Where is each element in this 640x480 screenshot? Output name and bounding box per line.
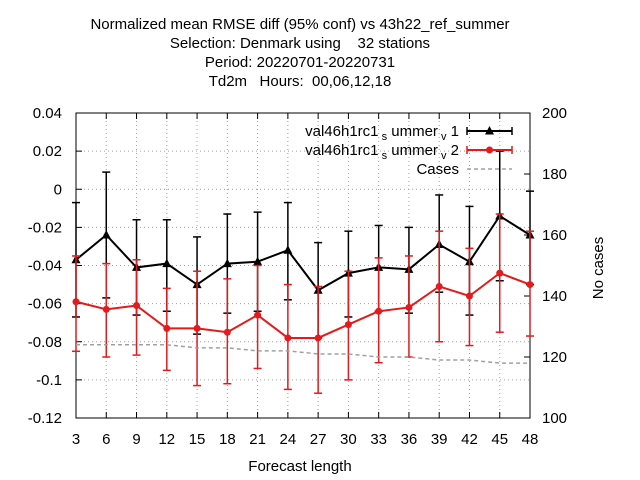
y-tick-label: 0 <box>54 181 62 198</box>
title-line-4: Td2m Hours: 00,06,12,18 <box>208 73 392 90</box>
y2-tick-label: 140 <box>542 288 567 305</box>
data-point <box>344 321 352 329</box>
y2-tick-label: 100 <box>542 410 567 427</box>
title-line-1: Normalized mean RMSE diff (95% conf) vs … <box>90 16 510 33</box>
data-point <box>283 245 293 254</box>
data-point <box>163 324 171 332</box>
data-point <box>375 307 383 315</box>
x-tick-label: 45 <box>491 431 508 448</box>
data-point <box>72 298 80 306</box>
x-tick-label: 12 <box>158 431 175 448</box>
data-point <box>133 302 141 310</box>
data-point <box>222 258 232 268</box>
legend-entry-1: val46h1rc1 s ummer v 1 <box>305 123 513 143</box>
series-line <box>75 214 531 292</box>
y2-tick-label: 180 <box>542 166 567 183</box>
data-point <box>223 328 231 336</box>
y-tick-label: -0.04 <box>28 258 62 275</box>
legend-marker <box>486 146 493 154</box>
x-tick-label: 39 <box>431 431 448 448</box>
legend-marker <box>485 126 494 135</box>
data-point <box>405 303 413 311</box>
x-tick-label: 3 <box>72 431 80 448</box>
data-point <box>284 334 292 342</box>
data-point <box>193 324 201 332</box>
data-point <box>526 281 534 289</box>
y-tick-label: -0.06 <box>28 296 62 313</box>
y2-tick-label: 200 <box>542 105 567 122</box>
data-point <box>101 230 111 239</box>
x-tick-label: 24 <box>280 431 297 448</box>
y-tick-label: 0.04 <box>33 105 62 122</box>
legend-label: val46h1rc1 s ummer v 1 <box>305 123 459 143</box>
x-tick-label: 9 <box>132 431 140 448</box>
series-2 <box>72 213 534 394</box>
x-tick-label: 6 <box>102 431 110 448</box>
x-tick-label: 18 <box>219 431 236 448</box>
data-point <box>253 256 263 266</box>
title-line-2: Selection: Denmark using 32 stations <box>169 35 431 52</box>
data-point <box>496 269 504 277</box>
legend-label: Cases <box>416 161 459 178</box>
x-tick-label: 15 <box>189 431 206 448</box>
legend-entry-2: val46h1rc1 s ummer v 2 <box>305 142 513 162</box>
x-tick-label: 33 <box>370 431 387 448</box>
x-axis-label: Forecast length <box>248 458 351 475</box>
series-layer <box>71 150 535 394</box>
y-tick-label: 0.02 <box>33 143 62 160</box>
cases-line <box>76 344 530 364</box>
legend-entry-3: Cases <box>416 161 512 178</box>
x-tick-label: 36 <box>401 431 418 448</box>
data-point <box>435 282 443 290</box>
legend-label: val46h1rc1 s ummer v 2 <box>305 142 459 162</box>
axes: 3 6 9 12 15 18 21 24 27 30 33 36 39 42 45 480.040.020-0… <box>28 105 567 448</box>
series-3 <box>76 344 530 364</box>
y2-tick-label: 160 <box>542 227 567 244</box>
x-tick-label: 48 <box>522 431 539 448</box>
y2-axis-label: No cases <box>590 237 607 300</box>
series-line <box>75 271 531 339</box>
x-tick-label: 42 <box>461 431 478 448</box>
x-tick-label: 27 <box>310 431 327 448</box>
chart-title: Normalized mean RMSE diff (95% conf) vs … <box>0 15 600 91</box>
x-tick-label: 30 <box>340 431 357 448</box>
data-point <box>102 305 110 313</box>
data-point <box>465 292 473 300</box>
y-tick-label: -0.08 <box>28 334 62 351</box>
y-tick-label: -0.1 <box>36 372 62 389</box>
title-line-3: Period: 20220701-20220731 <box>204 54 396 71</box>
data-point <box>162 258 172 268</box>
y-tick-label: -0.12 <box>28 410 62 427</box>
y2-tick-label: 120 <box>542 349 567 366</box>
data-point <box>254 311 262 319</box>
x-tick-label: 21 <box>249 431 266 448</box>
data-point <box>314 334 322 342</box>
y-tick-label: -0.02 <box>28 219 62 236</box>
